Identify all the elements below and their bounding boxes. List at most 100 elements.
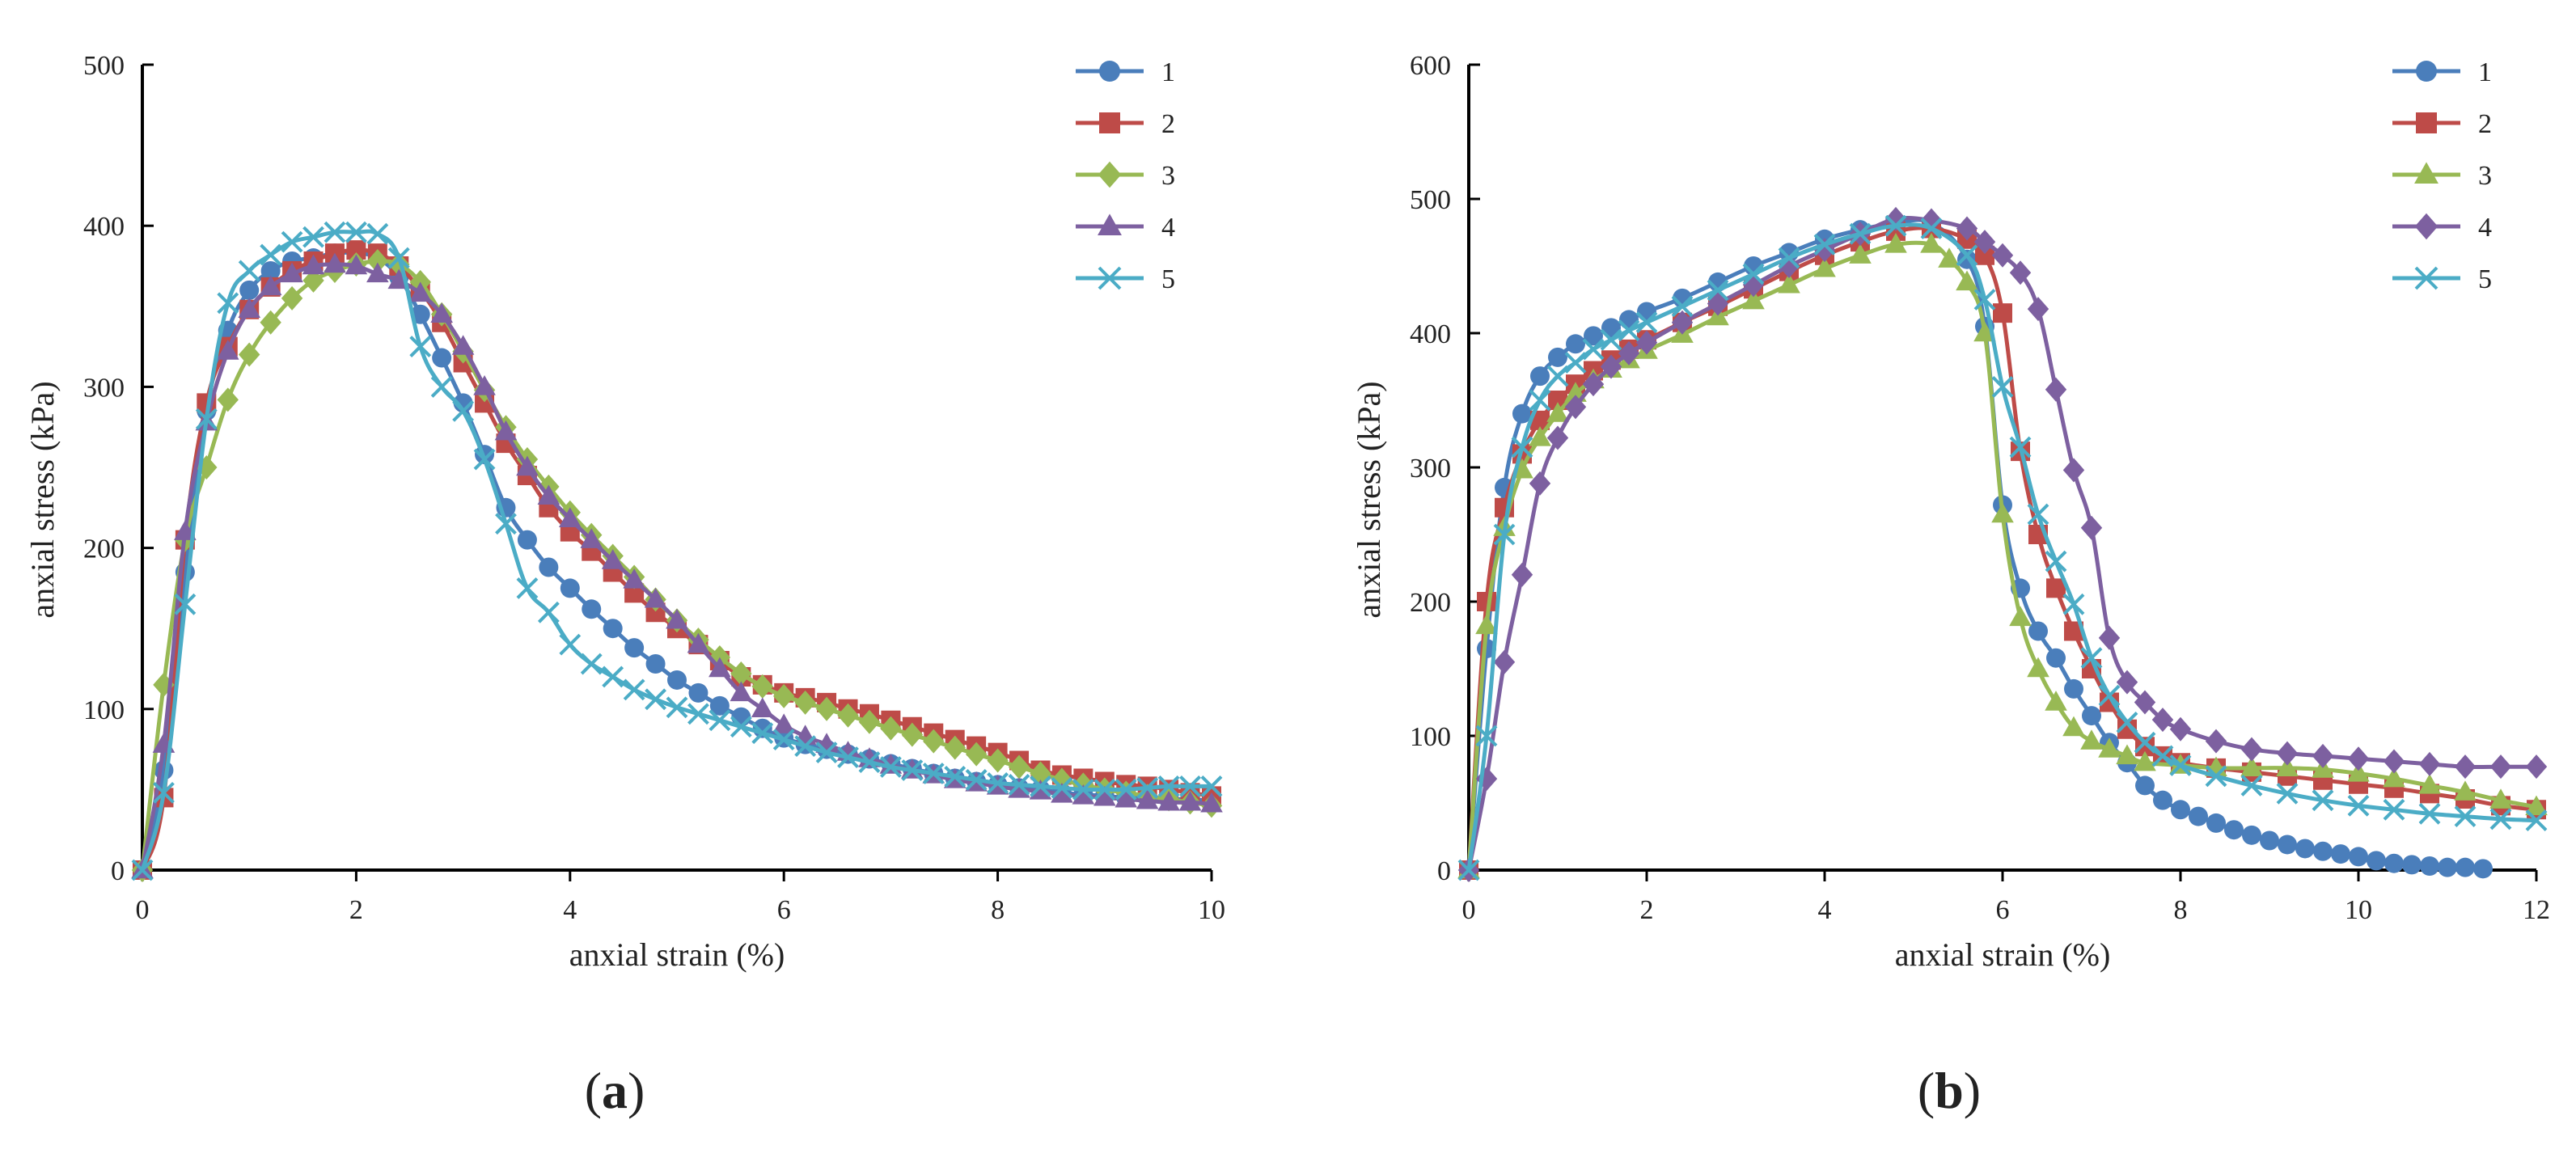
- data-point: [580, 653, 603, 675]
- data-point: [1956, 216, 1978, 241]
- data-point: [2347, 762, 2370, 782]
- legend-label: 2: [2478, 109, 2492, 139]
- data-point: [1546, 402, 1569, 422]
- data-point: [709, 657, 731, 678]
- y-tick-label: 200: [1410, 588, 1451, 618]
- legend-label: 5: [2478, 264, 2492, 294]
- data-point: [2312, 789, 2334, 812]
- data-point: [837, 746, 859, 768]
- x-tick-label: 8: [991, 895, 1005, 925]
- data-point: [1671, 310, 1694, 335]
- data-point: [495, 513, 517, 535]
- data-point: [1920, 208, 1943, 233]
- data-point: [1956, 244, 1978, 267]
- legend-marker: [2414, 266, 2439, 290]
- data-point: [987, 748, 1009, 773]
- data-point: [858, 751, 881, 773]
- data-point: [582, 599, 602, 619]
- data-point: [2189, 806, 2208, 826]
- data-point: [1030, 775, 1051, 797]
- panel-label: (a): [585, 1062, 645, 1119]
- data-point: [624, 638, 645, 658]
- data-point: [281, 230, 303, 253]
- data-point: [1742, 273, 1765, 298]
- data-point: [901, 759, 924, 781]
- data-point: [2080, 515, 2103, 540]
- data-point: [2278, 835, 2297, 855]
- panel-label: (b): [1918, 1062, 1981, 1119]
- axes: 0 100 200 300 400 500 0 2 4 6 8 10: [83, 51, 1225, 925]
- legend-label: 2: [1161, 109, 1175, 139]
- data-point: [1178, 790, 1202, 811]
- data-point: [2260, 830, 2279, 851]
- data-point: [644, 587, 667, 608]
- data-point: [238, 260, 260, 282]
- data-point: [1530, 410, 1550, 430]
- legend-label: 1: [2478, 57, 2492, 87]
- data-point: [1008, 774, 1030, 796]
- y-tick-label: 0: [1437, 856, 1451, 886]
- data-point: [2171, 800, 2190, 820]
- data-point: [602, 666, 624, 688]
- data-point: [260, 243, 282, 266]
- data-point: [2473, 859, 2493, 879]
- data-point: [1973, 289, 1996, 311]
- data-point: [153, 672, 175, 697]
- data-point: [1993, 303, 2012, 323]
- x-tick-label: 0: [136, 895, 150, 925]
- x-tick-label: 4: [1818, 895, 1832, 925]
- data-point: [195, 408, 218, 430]
- legend-item-1: 1: [1076, 57, 1175, 87]
- data-point: [1072, 778, 1094, 801]
- legend-item-4: 4: [1076, 213, 1175, 243]
- data-point: [1778, 273, 1800, 294]
- data-point: [2525, 754, 2548, 780]
- data-point: [430, 302, 453, 323]
- legend-label: 1: [1161, 57, 1175, 87]
- data-point: [1778, 254, 1800, 278]
- data-point: [1991, 375, 2014, 398]
- data-point: [559, 507, 582, 527]
- data-point: [730, 661, 752, 686]
- y-axis-label: anxial stress (kPa): [24, 381, 61, 618]
- data-point: [1008, 754, 1030, 780]
- data-point: [324, 252, 346, 273]
- data-point: [2240, 737, 2263, 762]
- data-point: [965, 742, 988, 767]
- x-tick-label: 0: [1462, 895, 1476, 925]
- legend-item-3: 3: [1076, 161, 1175, 191]
- data-point: [1707, 279, 1729, 302]
- legend-marker: [1098, 213, 1122, 236]
- y-tick-label: 500: [1410, 185, 1451, 215]
- data-point: [2454, 780, 2477, 801]
- data-point: [1991, 502, 2014, 523]
- data-point: [238, 298, 260, 318]
- data-point: [387, 247, 410, 269]
- data-point: [688, 682, 709, 703]
- data-point: [2117, 719, 2137, 739]
- data-point: [1115, 778, 1137, 801]
- data-point: [2295, 839, 2315, 859]
- data-point: [2135, 737, 2155, 757]
- data-point: [217, 387, 239, 412]
- data-point: [451, 335, 475, 355]
- data-point: [1529, 426, 1551, 446]
- data-point: [1566, 334, 1585, 354]
- data-point: [473, 375, 496, 395]
- data-point: [366, 262, 389, 283]
- legend-marker: [1099, 61, 1120, 82]
- y-tick-label: 100: [83, 695, 125, 725]
- data-point: [217, 292, 239, 315]
- data-point: [1618, 340, 1640, 366]
- legend-marker: [1098, 266, 1122, 290]
- data-point: [751, 674, 773, 699]
- data-point: [1546, 365, 1569, 387]
- data-point: [2205, 765, 2227, 788]
- data-point: [2383, 798, 2405, 821]
- data-point: [1584, 326, 1603, 346]
- x-axis-label: anxial strain (%): [569, 936, 785, 973]
- data-point: [580, 528, 603, 548]
- data-point: [2418, 751, 2441, 776]
- data-point: [645, 654, 666, 674]
- data-point: [623, 678, 645, 701]
